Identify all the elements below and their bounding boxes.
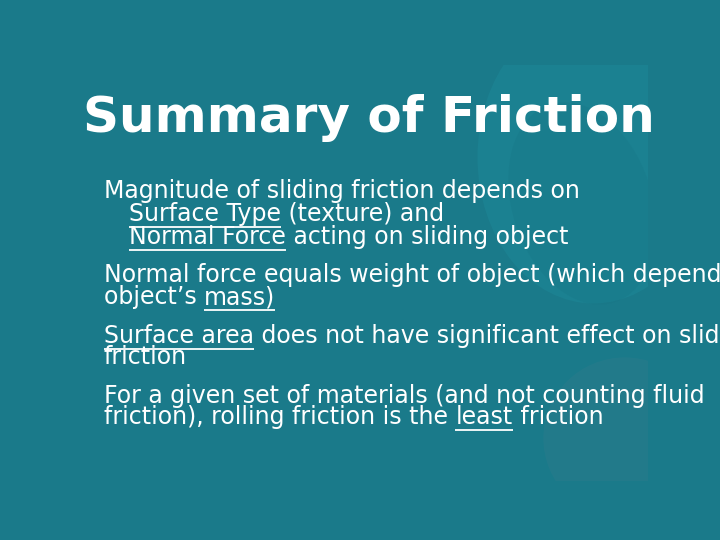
Text: friction: friction [513,405,603,429]
Text: Surface area: Surface area [104,323,254,348]
Ellipse shape [477,11,710,303]
Text: friction), rolling friction is the: friction), rolling friction is the [104,405,456,429]
Text: Normal Force: Normal Force [129,225,286,249]
Text: (texture) and: (texture) and [281,202,444,226]
Text: Normal force equals weight of object (which depends on: Normal force equals weight of object (wh… [104,264,720,287]
Text: acting on sliding object: acting on sliding object [286,225,568,249]
Text: Summary of Friction: Summary of Friction [83,94,655,142]
Text: friction: friction [104,345,187,369]
Text: does not have significant effect on sliding: does not have significant effect on slid… [254,323,720,348]
Text: least: least [456,405,513,429]
Ellipse shape [544,357,706,519]
Ellipse shape [508,102,656,305]
Text: For a given set of materials (and not counting fluid: For a given set of materials (and not co… [104,383,705,408]
Text: Magnitude of sliding friction depends on: Magnitude of sliding friction depends on [104,179,580,202]
Text: mass): mass) [204,285,276,309]
Text: Surface Type: Surface Type [129,202,281,226]
Text: object’s: object’s [104,285,204,309]
